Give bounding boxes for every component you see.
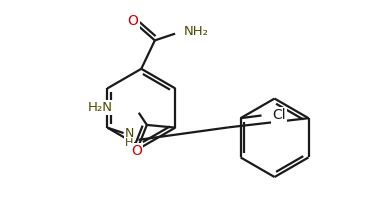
Text: Cl: Cl (272, 109, 286, 123)
Text: O: O (128, 14, 139, 28)
Text: H₂N: H₂N (88, 101, 113, 114)
Text: N: N (124, 127, 134, 140)
Text: H: H (125, 138, 133, 148)
Text: NH₂: NH₂ (184, 25, 209, 38)
Text: O: O (131, 144, 142, 158)
